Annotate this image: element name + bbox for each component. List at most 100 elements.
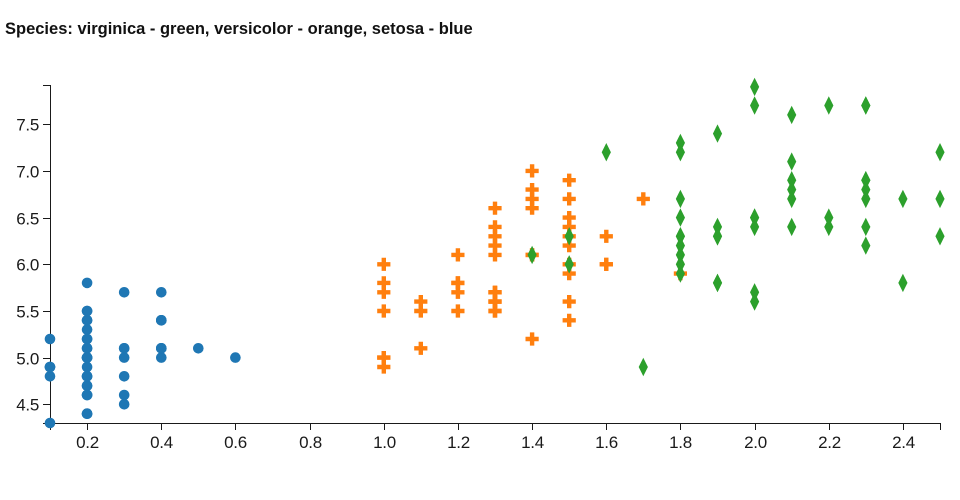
point-versicolor <box>377 304 391 318</box>
y-tick-label: 4.5 <box>16 396 39 415</box>
point-virginica <box>824 208 834 227</box>
point-versicolor <box>377 276 391 290</box>
point-versicolor <box>562 220 576 234</box>
point-virginica <box>675 143 685 162</box>
point-setosa <box>81 277 93 289</box>
y-tick-label: 7.5 <box>16 116 39 135</box>
point-setosa <box>118 371 130 382</box>
point-virginica <box>898 189 908 209</box>
point-virginica <box>861 96 871 115</box>
point-setosa <box>118 389 130 401</box>
point-versicolor <box>562 173 576 187</box>
point-setosa <box>44 371 56 382</box>
point-versicolor <box>488 239 502 253</box>
point-versicolor <box>525 201 539 215</box>
point-versicolor <box>599 229 613 243</box>
point-versicolor <box>488 229 502 243</box>
point-setosa <box>81 408 93 420</box>
point-virginica <box>935 227 945 246</box>
point-virginica <box>861 180 871 199</box>
chart-title: Species: virginica - green, versicolor -… <box>5 20 473 38</box>
x-tick-label: 0.2 <box>76 433 99 452</box>
point-virginica <box>787 152 797 171</box>
point-virginica <box>675 264 685 283</box>
point-versicolor <box>562 192 576 206</box>
point-virginica <box>564 255 574 274</box>
point-virginica <box>824 217 834 237</box>
point-virginica <box>935 189 945 209</box>
point-virginica <box>675 189 685 209</box>
point-virginica <box>675 236 685 255</box>
point-setosa <box>156 315 167 326</box>
point-setosa <box>81 352 93 363</box>
series-virginica <box>527 77 945 377</box>
x-tick-label: 1.6 <box>595 433 618 452</box>
point-versicolor <box>451 285 465 299</box>
point-versicolor <box>636 192 650 206</box>
point-versicolor <box>562 295 576 309</box>
point-setosa <box>81 305 93 317</box>
point-virginica <box>675 255 685 274</box>
point-virginica <box>861 217 871 237</box>
point-versicolor <box>525 192 539 206</box>
x-tick-label: 1.0 <box>373 433 396 452</box>
point-virginica <box>712 124 723 143</box>
point-setosa <box>156 343 167 354</box>
x-tick-label: 2.0 <box>744 433 767 452</box>
point-setosa <box>81 380 93 392</box>
x-tick-label: 1.8 <box>669 433 692 452</box>
y-axis: 4.5 5.0 5.5 6.0 6.5 7.0 7.5 <box>16 85 51 424</box>
x-tick-label: 0.4 <box>150 433 173 452</box>
point-virginica <box>750 292 760 311</box>
point-virginica <box>824 96 834 115</box>
point-virginica <box>712 273 723 293</box>
point-versicolor <box>488 304 502 318</box>
x-tick-label: 1.2 <box>447 433 470 452</box>
point-versicolor <box>525 183 539 197</box>
y-tick-label: 7.0 <box>16 163 39 182</box>
point-versicolor <box>377 360 391 374</box>
point-virginica <box>787 171 797 190</box>
point-virginica <box>750 77 760 97</box>
point-virginica <box>787 189 797 209</box>
point-versicolor <box>525 164 539 178</box>
point-versicolor <box>414 304 428 318</box>
point-versicolor <box>488 285 502 299</box>
point-virginica <box>675 227 685 246</box>
point-setosa <box>44 333 56 345</box>
point-virginica <box>861 236 871 255</box>
point-setosa <box>81 343 93 354</box>
point-versicolor <box>451 276 465 290</box>
point-setosa <box>193 343 204 354</box>
x-tick-label: 0.8 <box>299 433 322 452</box>
point-setosa <box>81 389 93 401</box>
point-virginica <box>935 143 945 162</box>
point-versicolor <box>451 248 465 262</box>
point-versicolor <box>562 313 576 327</box>
point-virginica <box>675 245 685 265</box>
point-setosa <box>118 287 130 298</box>
point-virginica <box>712 227 723 246</box>
point-virginica <box>750 283 760 302</box>
point-setosa <box>156 287 167 298</box>
point-versicolor <box>488 220 502 234</box>
point-setosa <box>81 361 93 373</box>
point-virginica <box>898 273 908 293</box>
x-tick-label: 2.4 <box>892 433 915 452</box>
point-virginica <box>787 105 797 125</box>
point-virginica <box>675 133 685 153</box>
point-versicolor <box>562 239 576 253</box>
point-setosa <box>118 352 130 363</box>
point-virginica <box>527 245 537 265</box>
y-tick-label: 5.0 <box>16 350 39 369</box>
point-versicolor <box>488 295 502 309</box>
point-setosa <box>44 361 56 373</box>
point-setosa <box>118 343 130 354</box>
point-versicolor <box>525 332 539 346</box>
x-axis: 0.2 0.4 0.6 0.8 1.0 1.2 1.4 1.6 1.8 2.0 2.2 2.4 <box>50 423 941 452</box>
point-virginica <box>750 96 760 115</box>
point-virginica <box>601 143 611 162</box>
point-virginica <box>861 171 871 190</box>
point-virginica <box>787 180 797 199</box>
series-setosa <box>44 277 241 429</box>
